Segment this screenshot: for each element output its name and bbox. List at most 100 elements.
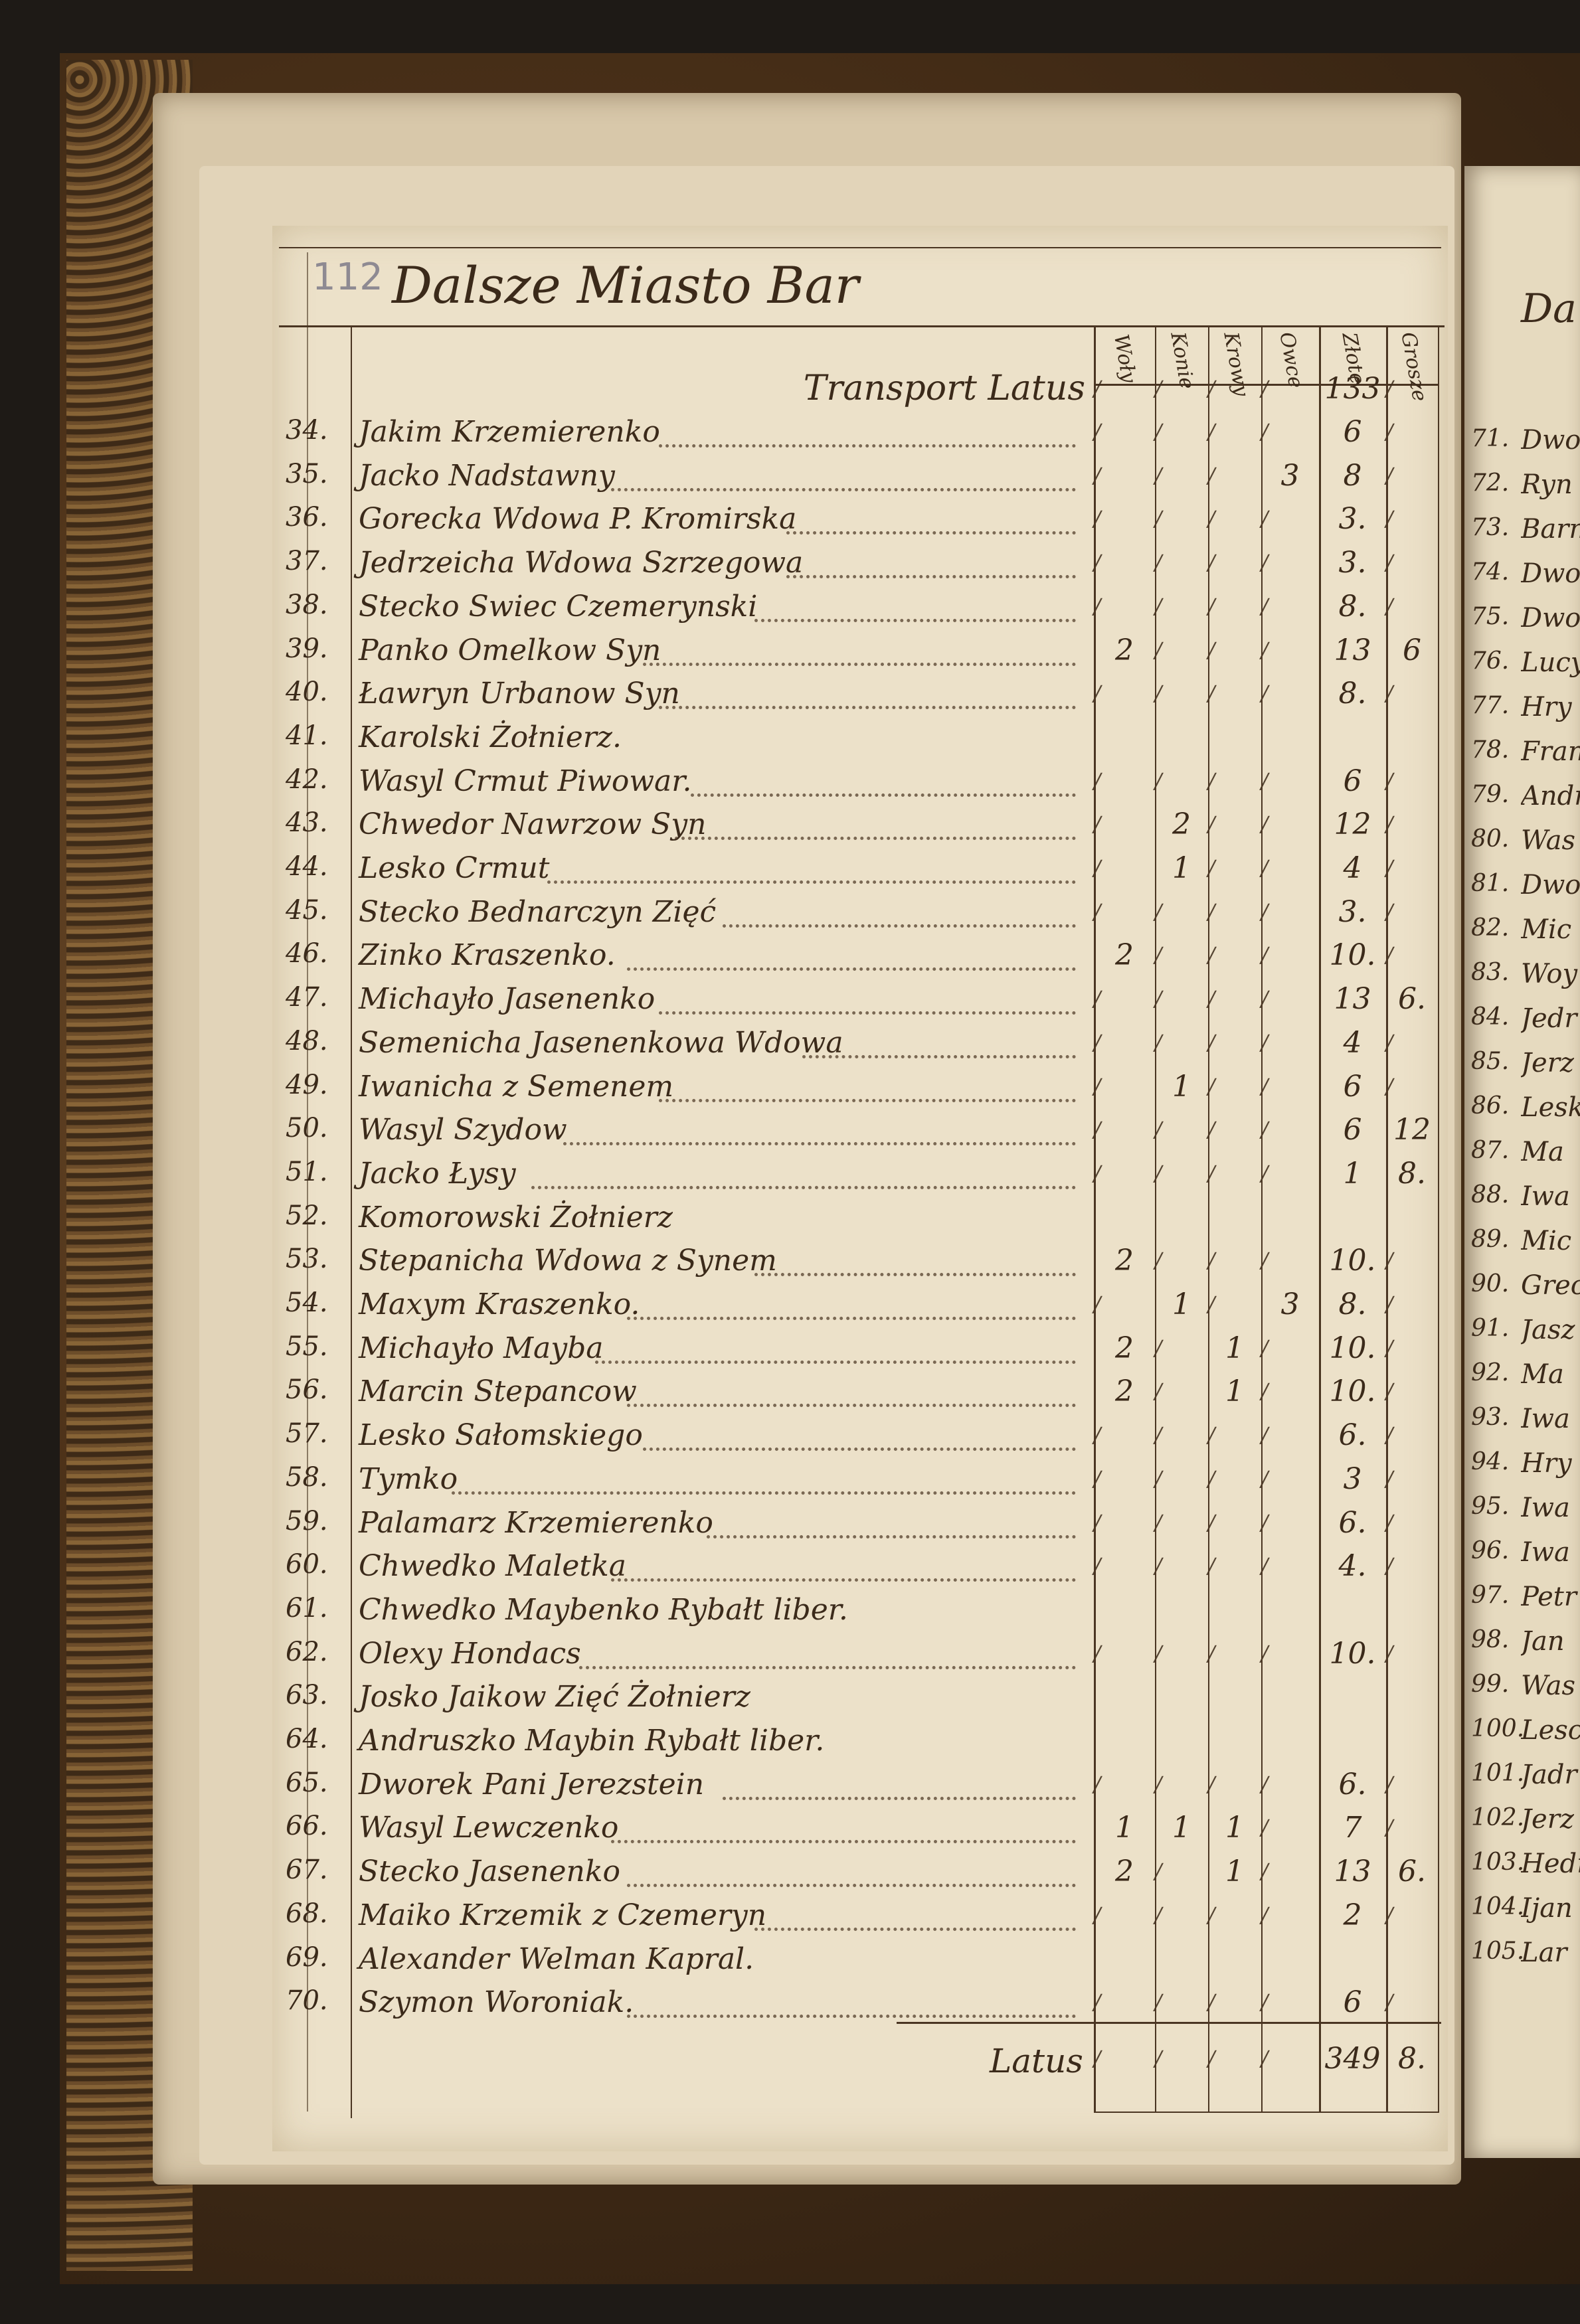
right-row-name: Jerz [1521, 1804, 1574, 1835]
tick-mark: / [1093, 1640, 1101, 1666]
tick-mark: / [1154, 593, 1162, 619]
tick-mark: / [1154, 986, 1162, 1012]
right-row-number: 82. [1471, 914, 1510, 942]
tick-mark: / [1207, 1640, 1215, 1666]
tick-mark: / [1385, 593, 1393, 619]
tick-mark: / [1207, 462, 1215, 488]
leader-dots [659, 438, 1076, 448]
leader-dots [611, 1572, 1076, 1582]
tick-mark: / [1261, 637, 1269, 663]
row-name: Josko Jaikow Zięć Żołnierz [359, 1680, 750, 1714]
right-row-name: Mic [1521, 914, 1572, 945]
tick-mark: / [1154, 419, 1162, 444]
tick-mark: / [1207, 1553, 1215, 1579]
row-name: Karolski Żołnierz. [359, 720, 622, 754]
tick-mark: / [1207, 1902, 1215, 1928]
row-number: 48. [286, 1025, 328, 1056]
row-number: 51. [286, 1156, 328, 1187]
leader-dots [675, 830, 1076, 841]
cell-value: 6. [1338, 1767, 1367, 1801]
tick-mark: / [1261, 2046, 1269, 2071]
leader-dots [786, 525, 1076, 535]
tick-mark: / [1154, 942, 1162, 968]
leader-dots [802, 1048, 1076, 1058]
tick-mark: / [1385, 1335, 1393, 1361]
row-name: Lesko Sałomskiego [359, 1418, 643, 1453]
right-row-number: 73. [1471, 514, 1510, 541]
cell-value: 7 [1343, 1811, 1362, 1845]
row-number: 43. [286, 807, 328, 839]
leader-dots [547, 874, 1076, 884]
cell-value: 8. [1338, 677, 1367, 711]
right-row-number: 83. [1471, 959, 1510, 986]
tick-mark: / [1093, 811, 1101, 837]
right-row-number: 92. [1471, 1359, 1510, 1386]
tick-mark: / [1385, 768, 1393, 793]
tick-mark: / [1093, 1553, 1101, 1579]
cell-value: 3 [1280, 1287, 1300, 1321]
right-row-number: 95. [1471, 1493, 1510, 1520]
tick-mark: / [1261, 681, 1269, 706]
tick-mark: / [1207, 376, 1215, 401]
right-row-name: Jan [1521, 1626, 1565, 1657]
tick-mark: / [1261, 1815, 1269, 1841]
row-number: 35. [286, 458, 328, 489]
tick-mark: / [1261, 1335, 1269, 1361]
right-row-number: 87. [1471, 1137, 1510, 1164]
tick-mark: / [1154, 1248, 1162, 1274]
right-row-number: 78. [1471, 736, 1510, 764]
right-page-header: Da [1521, 286, 1577, 332]
right-row-name: Was [1521, 1671, 1576, 1701]
bottom-rule [1094, 2112, 1439, 2113]
right-row-name: Lesc [1521, 1715, 1580, 1746]
row-name: Ławryn Urbanow Syn [359, 677, 680, 711]
row-number: 45. [286, 894, 328, 926]
tick-mark: / [1385, 1378, 1393, 1404]
row-name: Iwanicha z Semenem [359, 1069, 674, 1104]
tick-mark: / [1093, 1989, 1101, 2015]
row-number: 47. [286, 982, 328, 1013]
right-row-name: Iwa [1521, 1493, 1570, 1523]
row-name: Komorowski Żołnierz [359, 1200, 673, 1234]
cell-value: 3. [1338, 546, 1367, 580]
row-name: Chwedko Maybenko Rybałt liber. [359, 1592, 848, 1627]
cell-value: 1 [1225, 1374, 1244, 1409]
tick-mark: / [1207, 1117, 1215, 1143]
tick-mark: / [1385, 1465, 1393, 1491]
cell-value: 13 [1334, 633, 1371, 667]
right-row-number: 89. [1471, 1226, 1510, 1253]
row-name: Andruszko Maybin Rybałt liber. [359, 1724, 825, 1758]
tick-mark: / [1385, 419, 1393, 444]
column-line [1094, 325, 1096, 2112]
tick-mark: / [1154, 898, 1162, 924]
cell-value: 133 [1324, 372, 1381, 406]
right-row-number: 101. [1471, 1760, 1525, 1787]
tick-mark: / [1093, 768, 1101, 793]
cell-value: 13 [1334, 1855, 1371, 1889]
tick-mark: / [1385, 681, 1393, 706]
row-number: 67. [286, 1855, 328, 1886]
tick-mark: / [1154, 1509, 1162, 1535]
right-row-name: Dwo [1521, 603, 1580, 633]
leader-dots [754, 1266, 1076, 1277]
row-name: Tymko [359, 1461, 458, 1496]
tick-mark: / [1093, 506, 1101, 532]
row-number: 69. [286, 1942, 328, 1973]
tick-mark: / [1385, 1509, 1393, 1535]
cell-value: 10. [1329, 1331, 1376, 1365]
right-row-name: Hry [1521, 1448, 1572, 1479]
row-name: Jacko Łysy [359, 1156, 516, 1191]
leader-dots [627, 1877, 1076, 1888]
tick-mark: / [1261, 1378, 1269, 1404]
right-row-name: Dwo [1521, 558, 1580, 589]
leader-dots [579, 1659, 1076, 1669]
row-number: 65. [286, 1767, 328, 1798]
right-row-number: 105. [1471, 1938, 1525, 1965]
cell-value: 4. [1338, 1549, 1367, 1584]
tick-mark: / [1154, 462, 1162, 488]
tick-mark: / [1093, 2046, 1101, 2071]
row-name: Chwedor Nawrzow Syn [359, 807, 707, 842]
cell-value: 8. [1338, 589, 1367, 623]
tick-mark: / [1385, 462, 1393, 488]
cell-value: 2 [1115, 1855, 1134, 1889]
